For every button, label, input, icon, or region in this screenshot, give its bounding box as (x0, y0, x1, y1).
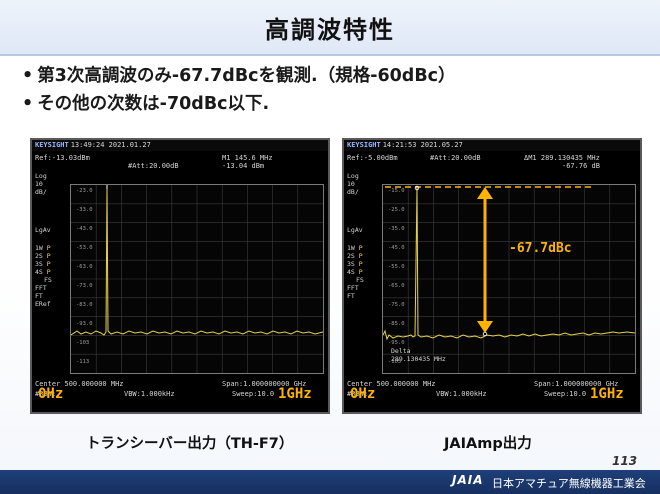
trace-1-label: 1W P (347, 244, 363, 252)
rbw: #RBW: (35, 390, 57, 398)
marker-readout: ΔM1 289.130435 MHz (524, 154, 600, 162)
bullet-2: • その他の次数は-70dBc以下. (22, 90, 269, 115)
trace-4-label: 4S P (347, 268, 363, 276)
y-tick: -103 (76, 340, 90, 346)
fft-label: FFT (35, 284, 47, 292)
delta-label: Delta (391, 347, 411, 355)
vbw: VBW:1.000kHz (124, 390, 175, 398)
spectrum-grid: -23.0 -33.0 -43.0 -53.0 -63.0 -73.0 -83.… (70, 184, 324, 374)
trace-3-label: 3S P (347, 260, 363, 268)
scale-log: Log (347, 172, 359, 180)
ft-label: FT (347, 292, 355, 300)
y-tick: -113 (76, 359, 90, 365)
marker-1 (414, 185, 420, 191)
ft-label: FT (35, 292, 43, 300)
marker-readout: M1 145.6 MHz (222, 154, 273, 162)
y-tick: -83.0 (76, 302, 93, 308)
y-tick: -55.0 (388, 264, 405, 270)
trace-2-label: 2S P (35, 252, 51, 260)
center-frequency: Center 500.000000 MHz (35, 380, 124, 388)
sweep: Sweep:10.0 (544, 390, 587, 398)
footer-organization: 日本アマチュア無線機器工業会 (492, 477, 646, 490)
scale-div: 10 (347, 180, 355, 188)
delta-value: 289.130435 MHz (391, 355, 446, 363)
span: Span:1.000000000 GHz (222, 380, 307, 388)
lgav-label: LgAv (347, 226, 363, 234)
center-frequency: Center 500.000000 MHz (347, 380, 436, 388)
ref-level: Ref:-5.00dBm (347, 154, 398, 162)
scope-timestamp: 13:49:24 2021.01.27 (70, 141, 151, 149)
y-tick: -75.0 (388, 302, 405, 308)
y-tick: -93.0 (76, 321, 93, 327)
annotation-arrow-up (477, 187, 493, 199)
footer-bar (0, 470, 660, 494)
keysight-logo: KEYSIGHT (347, 141, 381, 149)
y-tick: -65.0 (388, 283, 405, 289)
y-tick: -95.0 (388, 340, 405, 346)
bullet-dot: • (22, 66, 34, 86)
trace-4-label: 4S P (35, 268, 51, 276)
y-tick: -33.0 (76, 207, 93, 213)
spectrum-trace-right (383, 185, 635, 373)
bullet-1-text: 第3次高調波のみ-67.7dBcを観測.（規格-60dBc） (37, 66, 456, 86)
keysight-logo: KEYSIGHT (35, 141, 69, 149)
start-frequency-label: 0Hz (350, 386, 376, 402)
annotation-arrow-down (477, 321, 493, 333)
title-band (0, 0, 660, 56)
start-frequency-label: 0Hz (38, 386, 64, 402)
y-tick: -43.0 (76, 226, 93, 232)
caption-right: JAIAmp出力 (444, 436, 532, 452)
trace-2-label: 2S P (347, 252, 363, 260)
page-number: 113 (612, 454, 638, 468)
scope-header: KEYSIGHT 14:21:53 2021.05.27 (344, 140, 640, 151)
trace-3-label: 3S P (35, 260, 51, 268)
bullet-1: • 第3次高調波のみ-67.7dBcを観測.（規格-60dBc） (22, 62, 456, 87)
y-tick: -73.0 (76, 283, 93, 289)
fft-label: FFT (347, 284, 359, 292)
spectrum-screenshot-right: KEYSIGHT 14:21:53 2021.05.27 Ref:-5.00dBm… (342, 138, 642, 414)
jaia-logo: JAIA (452, 473, 484, 487)
y-tick: -35.0 (388, 226, 405, 232)
y-tick: -53.0 (76, 245, 93, 251)
scope-header: KEYSIGHT 13:49:24 2021.01.27 (32, 140, 328, 151)
fs-label: FS (356, 276, 364, 284)
fs-label: FS (44, 276, 52, 284)
lgav-label: LgAv (35, 226, 51, 234)
annotation-dbc: -67.7dBc (509, 241, 572, 256)
bullet-dot: • (22, 94, 34, 114)
y-tick: -63.0 (76, 264, 93, 270)
y-tick: -15.0 (388, 188, 405, 194)
scope-timestamp: 14:21:53 2021.05.27 (382, 141, 463, 149)
y-tick: -105 (388, 359, 402, 365)
scale-div: 10 (35, 180, 43, 188)
sweep: Sweep:10.0 (232, 390, 275, 398)
scale-unit: dB/ (35, 188, 47, 196)
eref-label: ERef (35, 300, 51, 308)
attenuation: #Att:20.00dB (128, 162, 179, 170)
spectrum-trace-left (71, 185, 323, 373)
trace-1-label: 1W P (35, 244, 51, 252)
rbw: #RBW: (347, 390, 369, 398)
spectrum-grid: -15.0 -25.0 -35.0 -45.0 -55.0 -65.0 -75.… (382, 184, 636, 374)
scale-log: Log (35, 172, 47, 180)
bullet-2-text: その他の次数は-70dBc以下. (37, 94, 270, 114)
scale-unit: dB/ (347, 188, 359, 196)
marker-level: -13.04 dBm (222, 162, 265, 170)
slide-title: 高調波特性 (265, 16, 395, 44)
ref-level: Ref:-13.03dBm (35, 154, 90, 162)
y-tick: -45.0 (388, 245, 405, 251)
caption-left: トランシーバー出力（TH-F7） (86, 436, 294, 452)
y-tick: -25.0 (388, 207, 405, 213)
vbw: VBW:1.000kHz (436, 390, 487, 398)
y-tick: -23.0 (76, 188, 93, 194)
span: Span:1.000000000 GHz (534, 380, 619, 388)
stop-frequency-label: 1GHz (278, 386, 312, 402)
spectrum-screenshot-left: KEYSIGHT 13:49:24 2021.01.27 Ref:-13.03dB… (30, 138, 330, 414)
marker-level: -67.76 dB (562, 162, 600, 170)
attenuation: #Att:20.00dB (430, 154, 481, 162)
stop-frequency-label: 1GHz (590, 386, 624, 402)
y-tick: -85.0 (388, 321, 405, 327)
